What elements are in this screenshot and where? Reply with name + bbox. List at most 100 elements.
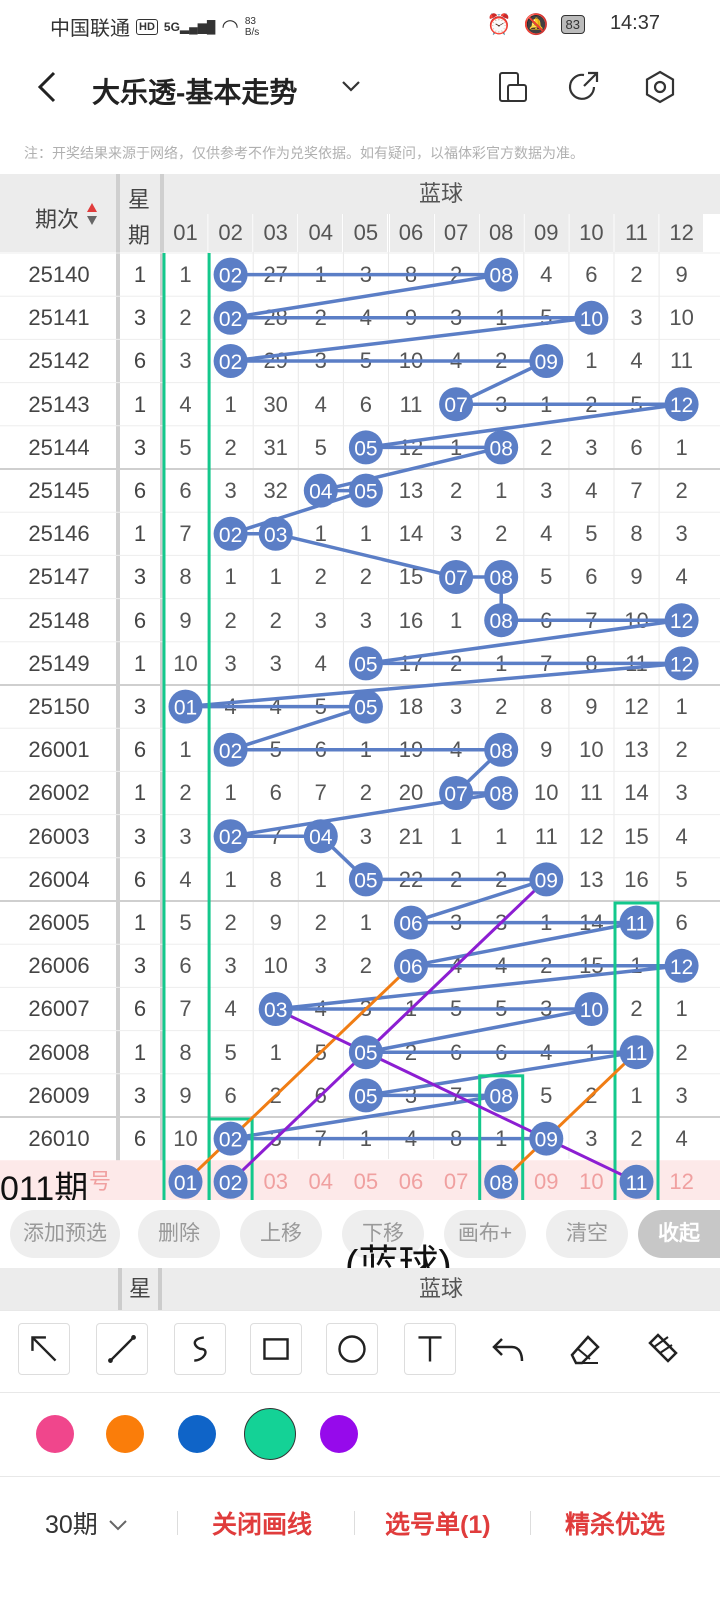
- page-title[interactable]: 大乐透-基本走势: [92, 77, 298, 108]
- table-row-period: 25140: [28, 262, 90, 287]
- table-cell: 2: [630, 996, 643, 1022]
- svg-text:07: 07: [444, 567, 467, 590]
- table-cell: 3: [540, 478, 553, 503]
- table-cell: 4: [675, 823, 688, 849]
- eraser-icon[interactable]: [558, 1323, 610, 1375]
- trend-lines: [185, 272, 682, 1141]
- table-cell: 1: [630, 1082, 643, 1108]
- number-ball: 03: [258, 516, 293, 551]
- table-cell: 2: [179, 305, 192, 331]
- table-row-period: 26009: [28, 1082, 90, 1108]
- number-ball: 02: [213, 1164, 248, 1199]
- wifi-icon: ◠: [221, 16, 239, 38]
- clear-brush-icon[interactable]: [636, 1323, 688, 1375]
- number-ball: 03: [258, 992, 293, 1026]
- svg-text:02: 02: [219, 1172, 242, 1195]
- circle-tool-icon[interactable]: [326, 1323, 378, 1375]
- collapse-button[interactable]: 收起: [638, 1210, 720, 1258]
- svg-text:12: 12: [670, 653, 693, 676]
- number-ball: 02: [213, 732, 248, 767]
- table-cell: 6: [224, 1082, 237, 1108]
- table-row-week: 6: [133, 737, 147, 763]
- pick-row-label: 号: [89, 1169, 111, 1194]
- number-ball: 05: [348, 1035, 383, 1070]
- curve-tool-icon[interactable]: [174, 1323, 226, 1375]
- period-header[interactable]: 期次: [0, 174, 118, 252]
- color-swatch-pink[interactable]: [36, 1415, 74, 1453]
- table-cell: 1: [675, 694, 688, 719]
- number-ball: 05: [348, 473, 383, 508]
- table-row-week: 1: [133, 391, 147, 417]
- phone-layout-icon[interactable]: [494, 69, 530, 105]
- delete-button[interactable]: 删除: [138, 1210, 220, 1258]
- table-row-period: 25144: [28, 434, 90, 460]
- table-row-week: 6: [133, 478, 147, 503]
- table-cell: 10: [534, 780, 559, 806]
- table-cell: 1: [675, 434, 688, 460]
- clear-button[interactable]: 清空: [546, 1210, 628, 1258]
- arrow-tool-icon[interactable]: [18, 1323, 70, 1375]
- refine-button[interactable]: 精杀优选: [565, 1511, 666, 1539]
- svg-text:02: 02: [219, 265, 242, 288]
- close-drawing-button[interactable]: 关闭画线: [212, 1511, 313, 1539]
- table-cell: 3: [449, 521, 463, 547]
- table-cell: 4: [630, 348, 643, 374]
- period-count-selector[interactable]: 30期: [45, 1505, 129, 1541]
- table-cell: 21: [398, 823, 424, 849]
- number-ball: 11: [619, 1035, 654, 1070]
- table-cell: 1: [224, 391, 237, 417]
- svg-text:08: 08: [490, 783, 513, 806]
- number-ball: 08: [484, 560, 519, 594]
- color-swatch-green-selected[interactable]: [244, 1408, 296, 1460]
- text-tool-icon[interactable]: [404, 1323, 456, 1375]
- pick-list-button[interactable]: 选号单(1): [385, 1511, 491, 1539]
- table-cell: 2: [359, 564, 373, 590]
- sort-icon[interactable]: [86, 202, 98, 226]
- undo-icon[interactable]: [482, 1323, 534, 1375]
- line-tool-icon[interactable]: [96, 1323, 148, 1375]
- canvas-plus-button[interactable]: 画布+: [444, 1210, 526, 1258]
- svg-text:11: 11: [626, 1172, 648, 1195]
- number-ball: 05: [348, 689, 383, 724]
- table-cell: 5: [224, 1039, 237, 1065]
- chevron-down-icon[interactable]: [340, 75, 362, 97]
- table-cell: 3: [359, 607, 373, 633]
- week-header: 星 期: [118, 174, 162, 252]
- table-cell: 3: [675, 1082, 688, 1108]
- trend-chart[interactable]: 期次 星 期 蓝球 01 02 03 04 05 06 07 08 09 10 11 12 25140…: [0, 174, 720, 1200]
- table-cell: 1: [224, 866, 237, 892]
- table-row-period: 25150: [28, 694, 90, 719]
- color-swatch-orange[interactable]: [106, 1415, 144, 1453]
- settings-icon[interactable]: [642, 69, 678, 105]
- color-swatch-blue[interactable]: [178, 1415, 216, 1453]
- add-preselect-button[interactable]: 添加预选: [10, 1210, 120, 1258]
- table-cell: 3: [675, 780, 688, 806]
- table-cell: 4: [224, 996, 237, 1022]
- back-arrow-icon[interactable]: [30, 67, 70, 107]
- column-header: 02: [208, 214, 253, 252]
- number-ball: 10: [574, 300, 609, 335]
- table-row-week: 3: [133, 1082, 147, 1108]
- table-row-week: 3: [133, 564, 147, 590]
- pick-cell: 12: [669, 1169, 693, 1194]
- mute-icon: 🔕: [523, 14, 549, 36]
- table-cell: 8: [179, 564, 192, 590]
- table-cell: 4: [585, 478, 598, 503]
- color-swatch-purple[interactable]: [320, 1415, 358, 1453]
- table-row-period: 25148: [28, 607, 90, 633]
- share-icon[interactable]: [566, 69, 602, 105]
- svg-text:02: 02: [219, 524, 242, 547]
- rectangle-tool-icon[interactable]: [250, 1323, 302, 1375]
- table-row-period: 26006: [28, 953, 90, 979]
- table-cell: 7: [179, 521, 192, 547]
- move-down-button[interactable]: 下移: [342, 1210, 424, 1258]
- table-cell: 2: [224, 910, 237, 935]
- column-header: 07: [433, 214, 478, 252]
- table-cell: 11: [579, 780, 603, 806]
- table-cell: 9: [540, 737, 553, 763]
- table-cell: 2: [359, 953, 373, 979]
- move-up-button[interactable]: 上移: [240, 1210, 322, 1258]
- table-cell: 8: [630, 521, 643, 547]
- table-cell: 10: [579, 737, 604, 763]
